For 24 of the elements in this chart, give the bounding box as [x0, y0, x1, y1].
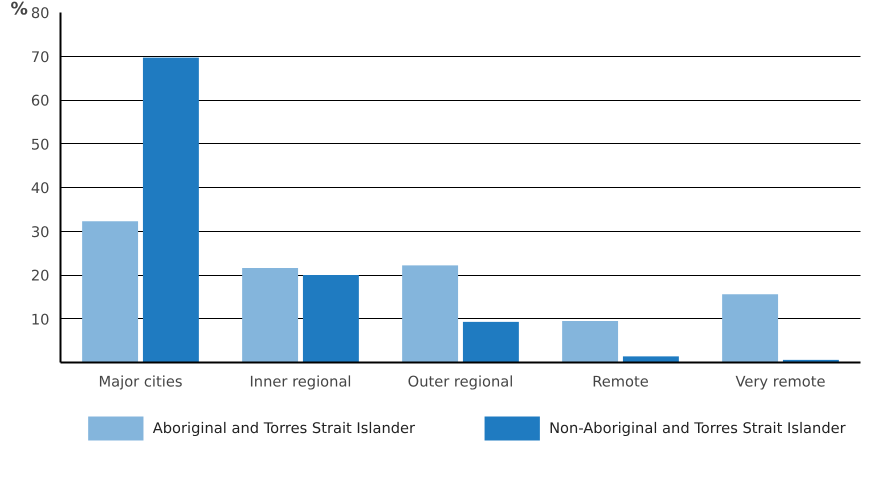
bar	[462, 322, 519, 362]
bar	[142, 58, 199, 362]
y-tick-label: 30	[30, 224, 50, 241]
bar	[242, 268, 298, 362]
x-tick-label: Remote	[592, 374, 649, 390]
y-tick-label: 70	[30, 48, 50, 66]
legend-label: Aboriginal and Torres Strait Islander	[152, 420, 416, 437]
x-tick-label: Outer regional	[408, 374, 514, 390]
bar	[402, 265, 458, 362]
bar	[302, 275, 359, 362]
x-tick-label: Very remote	[736, 374, 826, 390]
y-tick-label: 40	[30, 180, 50, 197]
y-tick-label: 80	[30, 5, 50, 22]
y-tick-label: 50	[30, 136, 50, 154]
bar	[82, 221, 138, 362]
y-tick-label: 10	[30, 311, 50, 328]
y-axis-title: %	[10, 0, 28, 20]
legend-label: Non-Aboriginal and Torres Strait Islander	[549, 420, 847, 437]
bar	[722, 294, 778, 362]
x-tick-label: Major cities	[98, 374, 182, 390]
y-tick-label: 60	[30, 92, 50, 110]
x-tick-label: Inner regional	[249, 374, 352, 390]
bar	[562, 320, 618, 362]
y-tick-label: 20	[30, 268, 50, 284]
